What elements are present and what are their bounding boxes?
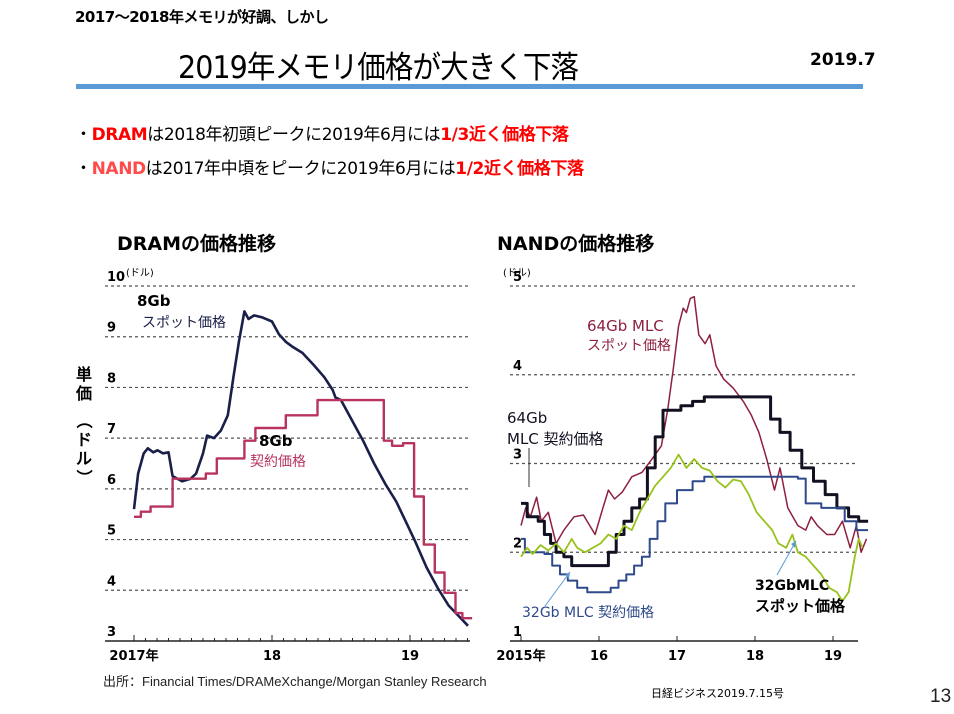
dram-contract-label-line1: 8Gb xyxy=(259,432,293,450)
nand-series-line-2 xyxy=(521,395,869,568)
nand-x-axis: 2015年 16 17 18 19 xyxy=(496,636,858,664)
title-underline-rule xyxy=(76,84,863,89)
nand-32-contract-callout-arrow xyxy=(544,571,571,607)
y-axis-label-char: ド xyxy=(75,430,92,449)
dram-x-tick-label: 2017年 xyxy=(109,648,158,664)
dram-series-line-2 xyxy=(134,398,473,620)
dram-y-tick-label: 9 xyxy=(107,321,116,336)
dram-y-tick-label: 7 xyxy=(107,422,116,437)
slide-subtitle: 2017～2018年メモリが好調、しかし xyxy=(75,8,329,26)
y-axis-label-char: ル xyxy=(75,449,92,468)
dram-chart-title: DRAMの価格推移 xyxy=(117,232,276,255)
dram-spot-label-line1: 8Gb xyxy=(137,292,171,310)
nand-32-contract-label: 32Gb MLC 契約価格 xyxy=(522,605,654,621)
nand-64-contract-label-line2: MLC 契約価格 xyxy=(507,430,604,448)
bullet-highlight: 1/3近く価格下落 xyxy=(440,125,569,145)
nand-32-spot-label-line1: 32GbMLC xyxy=(755,578,829,594)
nand-chart: NANDの価格推移 1 2 3 4 5 2015年 16 17 18 19 (ドル) 64Gb … xyxy=(496,232,869,664)
nand-32-spot-callout-arrow xyxy=(776,540,797,576)
nand-chart-title: NANDの価格推移 xyxy=(497,232,654,255)
nand-y-tick-label: 5 xyxy=(513,270,522,285)
nand-unit-label: (ドル) xyxy=(503,268,531,279)
nand-x-tick-label: 19 xyxy=(824,649,842,664)
nand-32-spot-label-line2: スポット価格 xyxy=(755,597,846,615)
page-number: 13 xyxy=(930,686,952,707)
dram-y-tick-label: 5 xyxy=(107,524,116,539)
bullet-dram: ・DRAMは2018年初頭ピークに2019年6月には1/3近く価格下落 xyxy=(75,120,569,145)
nand-x-tick-label: 18 xyxy=(746,649,764,664)
nand-y-tick-label: 4 xyxy=(513,359,522,374)
nand-32-contract-arrowhead xyxy=(565,572,570,579)
nand-y-tick-label: 3 xyxy=(513,448,522,463)
slide-title: 2019年メモリ価格が大きく下落 xyxy=(178,50,579,86)
nand-x-tick-label: 17 xyxy=(668,649,686,664)
bullet-subject: DRAM xyxy=(91,125,148,145)
dram-y-tick-label: 10 xyxy=(107,270,125,285)
nand-y-tick-label: 2 xyxy=(513,536,522,551)
dram-y-tick-label: 6 xyxy=(107,473,116,488)
nand-32-spot-arrowhead xyxy=(791,541,796,548)
dram-x-tick-label: 18 xyxy=(263,649,281,664)
dram-x-tick-label: 19 xyxy=(401,649,419,664)
y-axis-label: 単 価 （ ド ル ） xyxy=(75,365,94,487)
bullet-text: は2018年初頭ピークに2019年6月には xyxy=(147,125,441,145)
nand-series-line-4 xyxy=(520,453,864,602)
dram-series-line-1 xyxy=(132,310,469,627)
nand-64-spot-label-line2: スポット価格 xyxy=(587,338,671,354)
nand-y-tick-labels: 1 2 3 4 5 xyxy=(513,270,522,640)
nand-series xyxy=(520,295,869,602)
dram-y-tick-label: 8 xyxy=(107,371,116,386)
bullet-subject: NAND xyxy=(91,159,147,179)
slide-date: 2019.7 xyxy=(810,50,876,70)
dram-x-axis: 2017年 18 19 xyxy=(105,635,470,664)
bullet-dot: ・ xyxy=(75,125,92,145)
publication-credit: 日経ビジネス2019.7.15号 xyxy=(651,687,784,700)
nand-x-tick-label: 2015年 xyxy=(496,648,545,664)
nand-64-contract-label-line1: 64Gb xyxy=(507,409,547,427)
dram-y-tick-label: 4 xyxy=(107,574,116,589)
dram-spot-label-line2: スポット価格 xyxy=(142,315,226,331)
dram-y-tick-label: 3 xyxy=(107,625,116,640)
source-note: 出所：Financial Times/DRAMeXchange/Morgan S… xyxy=(103,674,487,689)
nand-series-line-3 xyxy=(521,475,869,594)
nand-x-tick-label: 16 xyxy=(590,649,608,664)
bullet-dot: ・ xyxy=(75,159,92,179)
bullet-highlight: 1/2近く価格下落 xyxy=(455,159,584,179)
nand-series-line-1 xyxy=(520,295,868,554)
y-axis-label-char: 単 xyxy=(75,365,92,384)
dram-gridlines xyxy=(105,285,470,591)
y-axis-label-char: 価 xyxy=(75,384,92,403)
bullet-nand: ・NANDは2017年中頃をピークに2019年6月には1/2近く価格下落 xyxy=(75,154,584,179)
nand-y-tick-label: 1 xyxy=(513,625,522,640)
nand-gridlines xyxy=(510,285,858,553)
nand-64-spot-label-line1: 64Gb MLC xyxy=(587,317,664,335)
dram-series xyxy=(132,310,473,627)
dram-chart: DRAMの価格推移 3 4 5 6 7 8 9 10 2017年 18 19 (ドル) 8Gb ス… xyxy=(105,232,473,664)
dram-y-tick-labels: 3 4 5 6 7 8 9 10 xyxy=(107,270,125,640)
bullet-text: は2017年中頃をピークに2019年6月には xyxy=(145,159,456,179)
dram-unit-label: (ドル) xyxy=(126,268,154,279)
dram-contract-label-line2: 契約価格 xyxy=(250,454,306,470)
